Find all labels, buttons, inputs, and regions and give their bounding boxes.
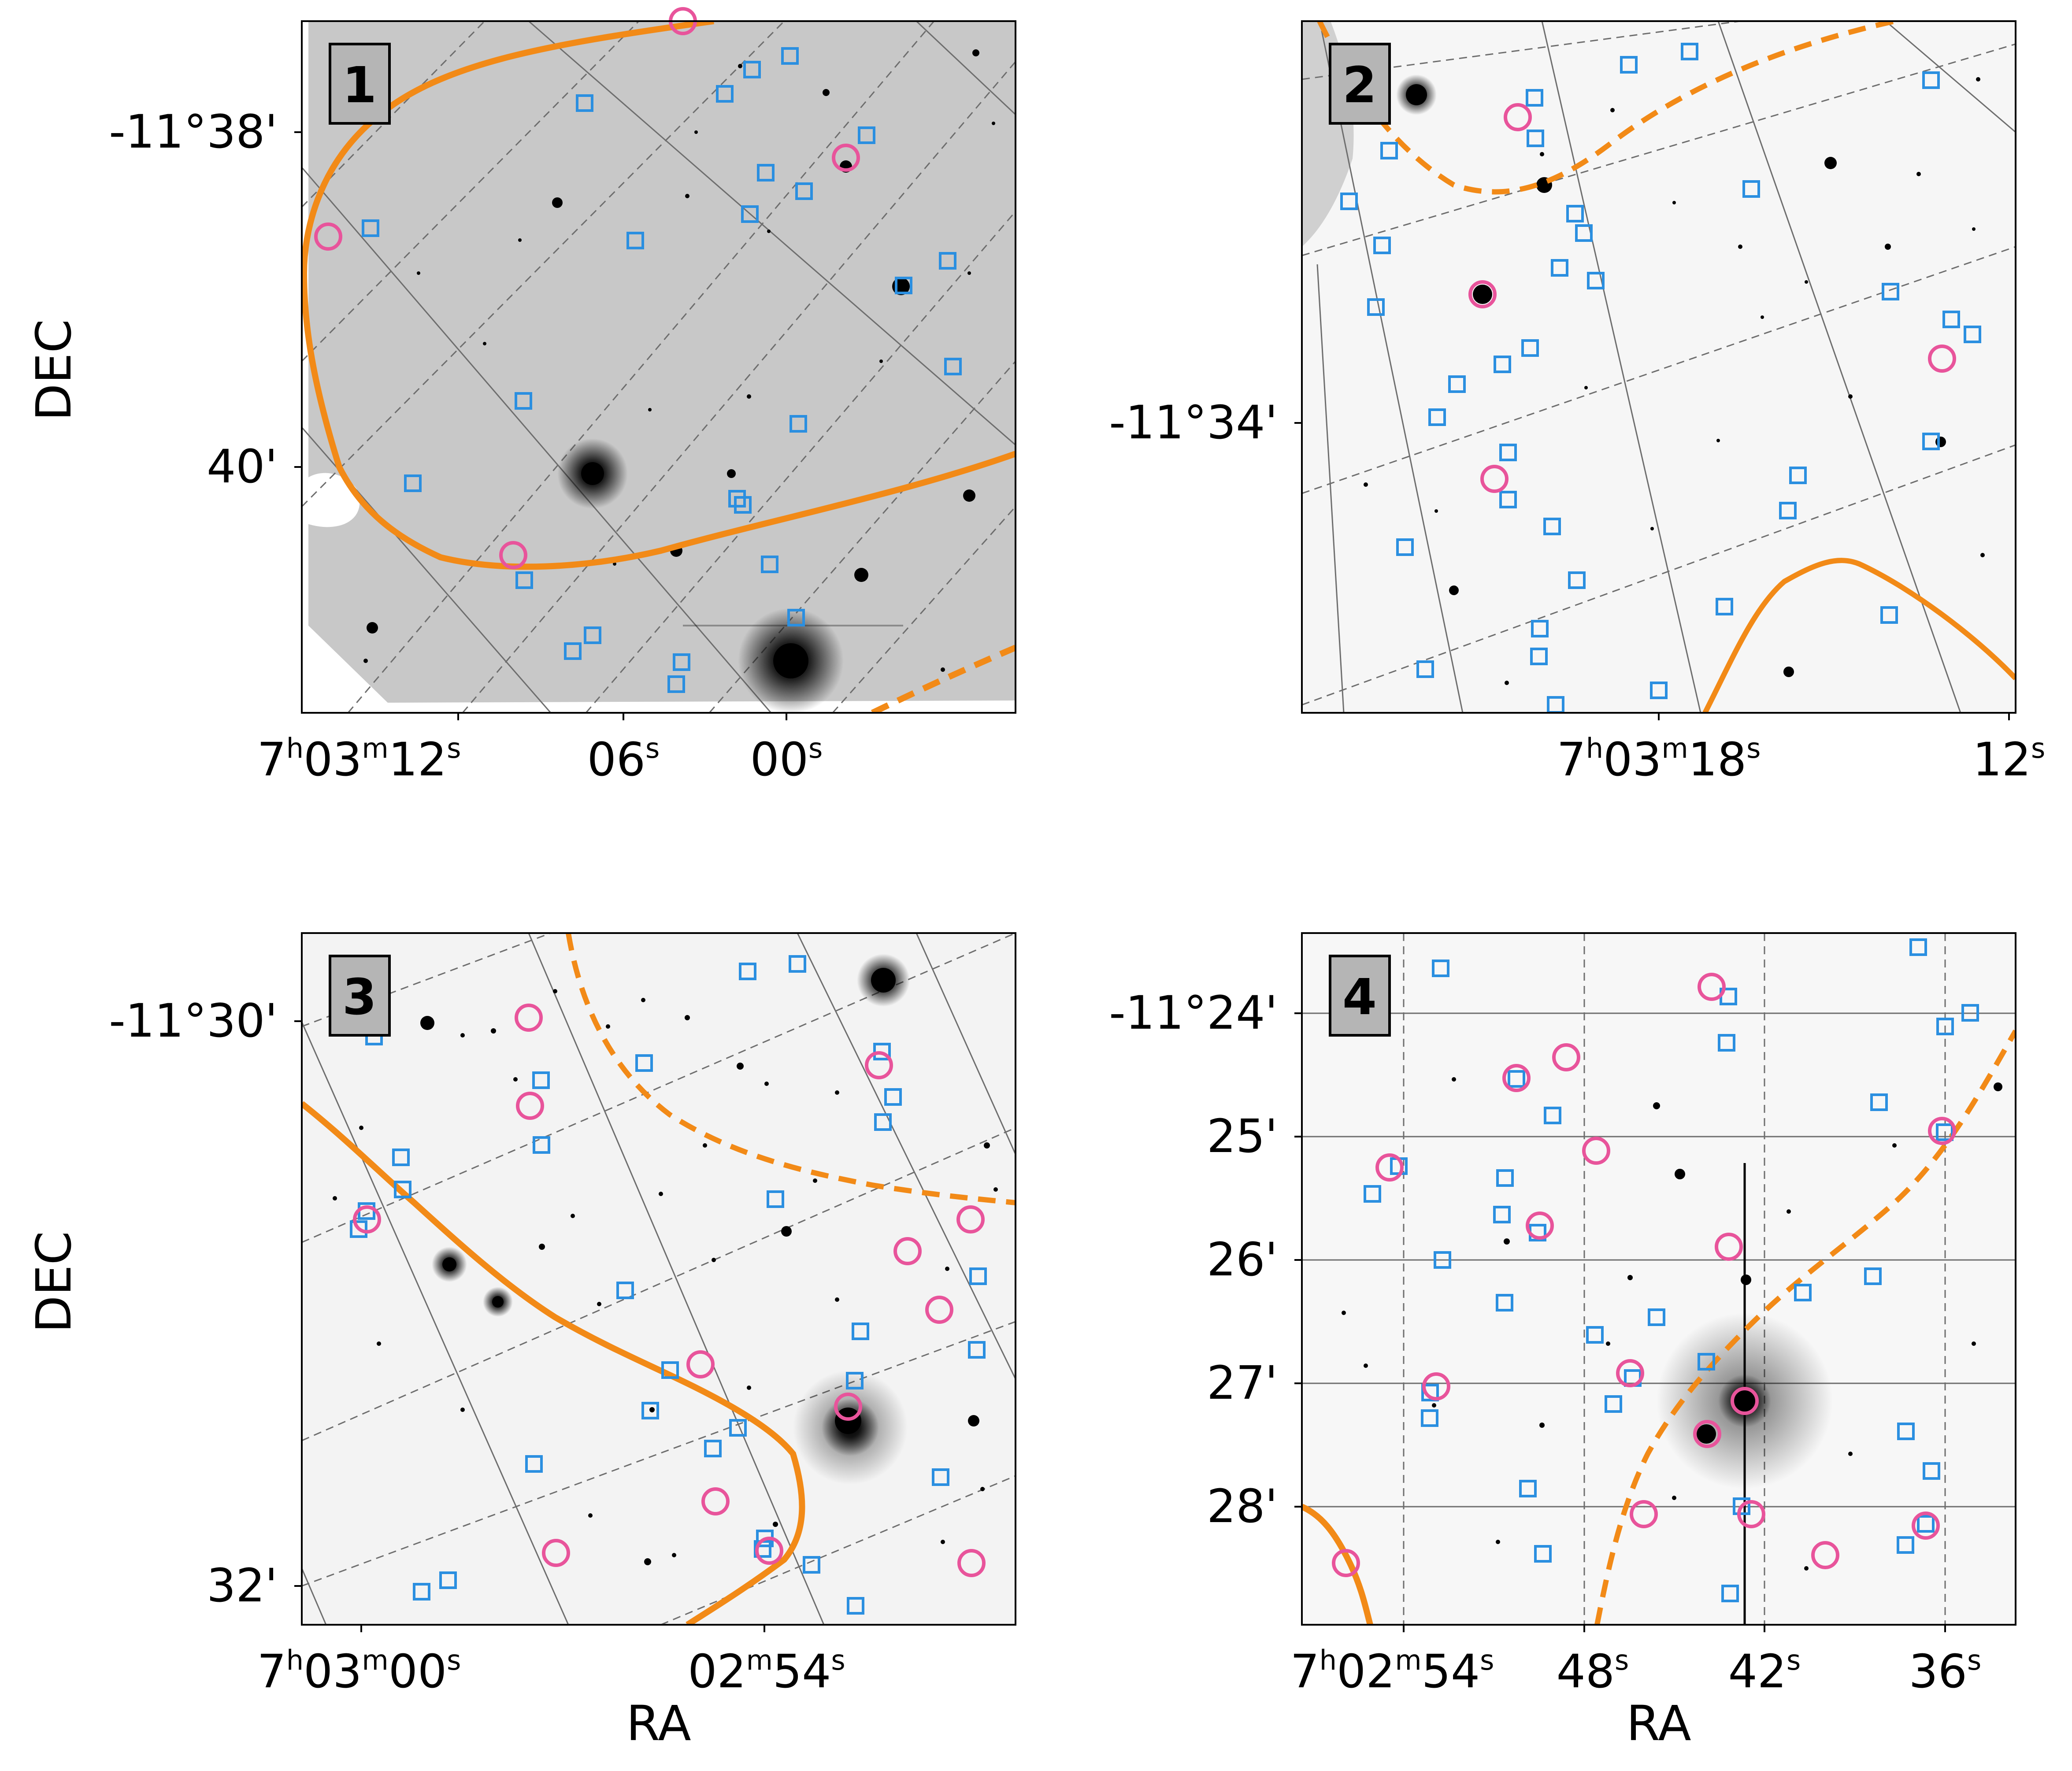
panel-2-sky-background [1302,21,2016,713]
panel-4-xtick-1: 48s [1557,1644,1629,1698]
panel-1-sky-background [308,21,1016,703]
panel-1-contours [302,21,1016,713]
panel-2-circle-markers [1468,103,1956,493]
panel-1-tick-marks [294,131,787,720]
panel-3: 3 -11°30' 32' DEC 7h03m00s 02m54s RA [26,932,1016,1752]
panel-4-ytick-3: 27' [1207,1356,1278,1410]
faint-stars [363,64,995,672]
panel-4-frame [1301,932,2016,1626]
panel-1-label-box: 1 [329,43,391,125]
panel-2-xtick-0: 7h03m18s [1557,732,1761,786]
panel-4-tick-marks [1294,1012,1946,1632]
panel-3-xtick-1: 02m54s [688,1644,845,1698]
panel-1-ytick-0: -11°38' [109,105,278,159]
panel-2: 2 -11°34' 7h03m18s 12s [1109,20,2046,786]
panel-4-ytick-0: -11°24' [1109,986,1278,1040]
panel-3-label-box: 3 [329,955,391,1037]
panel-3-sky-background [302,933,1016,1625]
panel-4: 4 -11°24' 25' 26' 27' 28' 7h02m54s 48s 4… [1109,932,2016,1752]
panel-1-ylabel: DEC [26,319,82,421]
panel-2-number: 2 [1342,57,1377,114]
panel-2-square-markers [1340,43,1981,714]
panel-4-label-box: 4 [1329,955,1391,1037]
panel-3-ytick-0: -11°30' [109,994,278,1048]
faint-stars [333,989,998,1565]
panel-2-tick-marks [1294,422,2010,720]
panel-4-xtick-0: 7h02m54s [1290,1644,1494,1698]
panel-3-number: 3 [342,969,377,1026]
panel-4-ytick-1: 25' [1207,1109,1278,1163]
panel-4-xlabel: RA [1626,1695,1691,1752]
panel-1-frame [301,20,1016,714]
panel-4-circle-markers [1332,973,1956,1577]
panel-3-ra-grid [302,933,1016,1625]
panel-3-xtick-0: 7h03m00s [257,1644,461,1698]
panel-2-contours [1317,21,2016,713]
panel-4-xtick-3: 36s [1909,1644,1982,1698]
panel-1-xtick-1: 06s [587,732,660,786]
faint-stars [1342,1077,1976,1571]
panel-2-xtick-1: 12s [1973,732,2046,786]
panel-4-xtick-2: 42s [1728,1644,1801,1698]
panel-4-ra-grid [1403,933,1946,1625]
panel-3-ytick-1: 32' [207,1559,278,1612]
panel-2-label-box: 2 [1329,43,1391,125]
panel-4-contours [1302,1030,2016,1625]
panel-3-ylabel: DEC [26,1231,82,1333]
panel-4-ytick-4: 28' [1207,1479,1278,1533]
panel-4-number: 4 [1342,969,1377,1026]
panel-3-xlabel: RA [626,1695,691,1752]
panel-1: 1 -11°38' 40' DEC 7h03m12s 06s 00s [26,7,1016,786]
panel-1-dec-grid [302,21,1016,713]
panel-1-ytick-1: 40' [207,440,278,493]
panel-4-ytick-2: 26' [1207,1233,1278,1286]
panel-1-image [302,21,1016,713]
panel-3-tick-marks [294,1020,765,1632]
panel-1-square-markers [362,47,962,693]
panel-3-frame [301,932,1016,1626]
panel-1-number: 1 [342,57,377,114]
saturated-patch [302,473,360,527]
panel-2-ytick-0: -11°34' [1109,396,1278,449]
panel-1-xtick-2: 00s [750,732,823,786]
panel-1-xtick-0: 7h03m12s [257,732,461,786]
faint-stars [1364,77,1985,685]
panel-3-circle-markers [353,1004,986,1577]
panel-3-image [302,933,1016,1625]
panel-4-sky-background [1302,933,2016,1625]
